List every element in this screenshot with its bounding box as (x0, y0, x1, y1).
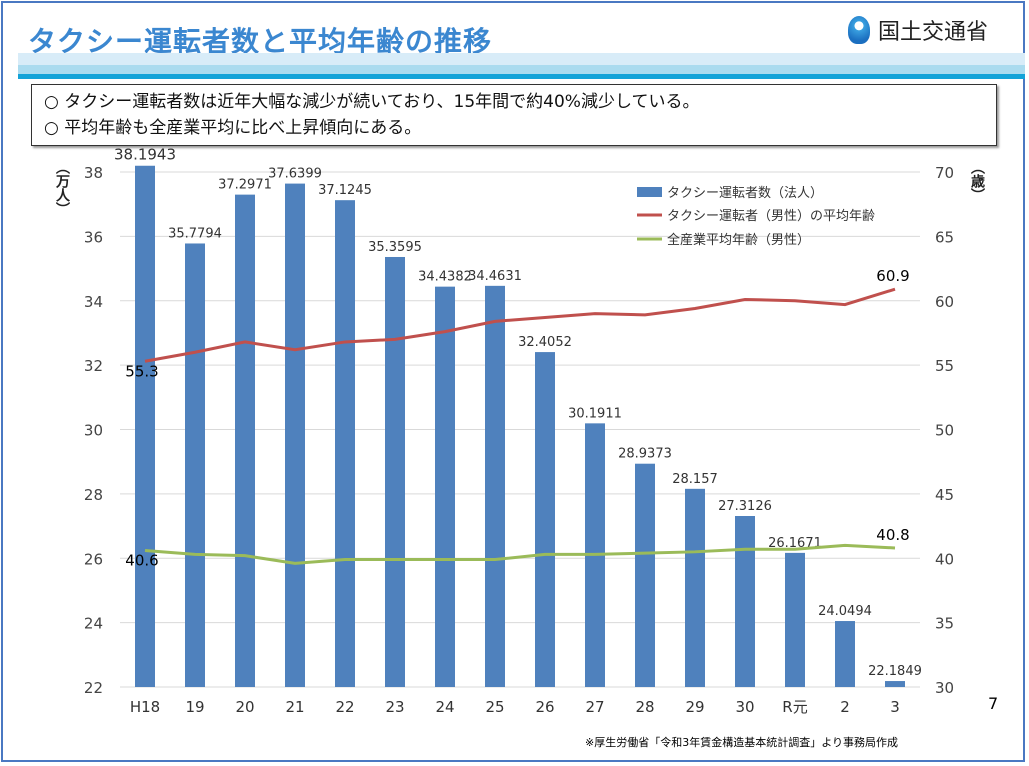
bar-data-label: 30.1911 (568, 406, 622, 421)
y-left-axis-label: （万人） (54, 160, 70, 216)
y-right-tick-label: 65 (935, 228, 954, 246)
x-tick-label: 26 (535, 698, 554, 716)
x-tick-label: 3 (890, 698, 900, 716)
x-tick-label: 19 (185, 698, 204, 716)
legend-label: タクシー運転者（男性）の平均年齢 (667, 209, 875, 224)
bar (135, 165, 155, 687)
x-tick-label: 2 (840, 698, 850, 716)
summary-line: ○ 平均年齢も全産業平均に比べ上昇傾向にある。 (44, 118, 422, 138)
bar-data-label: 35.3595 (368, 240, 422, 255)
x-tick-label: 28 (635, 698, 654, 716)
y-left-tick-label: 26 (84, 550, 103, 568)
bar (685, 488, 705, 687)
y-right-tick-label: 30 (935, 679, 954, 697)
bar-data-label: 28.9373 (618, 447, 672, 462)
y-right-tick-label: 35 (935, 615, 954, 633)
y-left-tick-label: 36 (84, 228, 103, 246)
bar-data-label: 37.6399 (268, 167, 322, 182)
org-name: 国土交通省 (878, 20, 989, 45)
legend-swatch (637, 187, 662, 197)
bar (285, 183, 305, 688)
y-right-tick-label: 45 (935, 486, 954, 504)
x-tick-label: 30 (735, 698, 754, 716)
y-left-tick-label: 30 (84, 422, 103, 440)
y-left-tick-label: 28 (84, 486, 103, 504)
header-band (18, 53, 1025, 65)
org-logo: 国土交通省 (848, 14, 988, 46)
y-left-tick-label: 22 (84, 679, 103, 697)
x-tick-label: 23 (385, 698, 404, 716)
x-tick-label: H18 (130, 698, 160, 716)
bar (735, 516, 755, 687)
bar (235, 194, 255, 688)
bar-data-label: 28.157 (672, 472, 718, 487)
bar (385, 256, 405, 687)
y-left-tick-label: 38 (84, 164, 103, 182)
y-right-tick-label: 55 (935, 357, 954, 375)
summary-line: ○ タクシー運転者数は近年大幅な減少が続いており、15年間で約40%減少している… (44, 92, 700, 112)
y-right-tick-label: 70 (935, 164, 954, 182)
summary-box: ○ タクシー運転者数は近年大幅な減少が続いており、15年間で約40%減少している… (31, 84, 997, 146)
bar (535, 352, 555, 687)
x-tick-label: 22 (335, 698, 354, 716)
x-tick-label: 24 (435, 698, 454, 716)
x-tick-label: 27 (585, 698, 604, 716)
bar (635, 463, 655, 687)
bar (835, 621, 855, 687)
bar (885, 681, 905, 687)
bar-data-label: 34.4631 (468, 269, 522, 284)
bar (335, 200, 355, 687)
y-left-tick-label: 34 (84, 293, 103, 311)
bar (435, 286, 455, 687)
bar-data-label: 24.0494 (818, 604, 872, 619)
page-title: タクシー運転者数と平均年齢の推移 (28, 25, 493, 58)
y-right-axis-label: （歳） (969, 160, 985, 202)
legend-label: 全産業平均年齢（男性） (667, 232, 810, 248)
line-series (144, 287, 896, 363)
header-band (18, 74, 1025, 79)
header-band (18, 65, 1025, 74)
y-left-tick-label: 32 (84, 357, 103, 375)
bar-data-label: 34.4382 (418, 270, 472, 285)
bar-data-label: 22.1849 (868, 664, 922, 679)
bar-data-label: 27.3126 (718, 499, 772, 514)
bar (785, 552, 805, 687)
bar-data-label: 37.1245 (318, 183, 372, 198)
bar-data-label: 38.1943 (114, 146, 176, 164)
line-data-label: 60.9 (876, 267, 909, 285)
bar-data-label: 35.7794 (168, 226, 222, 241)
line-data-label: 55.3 (125, 362, 158, 380)
page-number: 7 (988, 694, 999, 713)
x-tick-label: 20 (235, 698, 254, 716)
source-note: ※厚生労働省「令和3年賃金構造基本統計調査」より事務局作成 (585, 736, 898, 749)
y-left-tick-label: 24 (84, 615, 103, 633)
bar-data-label: 37.2971 (218, 178, 272, 193)
line-series (144, 543, 896, 565)
y-right-tick-label: 60 (935, 293, 954, 311)
x-tick-label: 25 (485, 698, 504, 716)
bar (185, 243, 205, 687)
bar (485, 285, 505, 687)
bar-data-label: 32.4052 (518, 335, 572, 350)
mlit-logo-icon (848, 16, 870, 44)
legend-label: タクシー運転者数（法人） (667, 186, 823, 201)
line-data-label: 40.8 (876, 526, 909, 544)
x-tick-label: R元 (782, 698, 807, 716)
y-right-tick-label: 50 (935, 422, 954, 440)
line-data-label: 40.6 (125, 552, 158, 570)
x-tick-label: 21 (285, 698, 304, 716)
x-tick-label: 29 (685, 698, 704, 716)
y-right-tick-label: 40 (935, 550, 954, 568)
